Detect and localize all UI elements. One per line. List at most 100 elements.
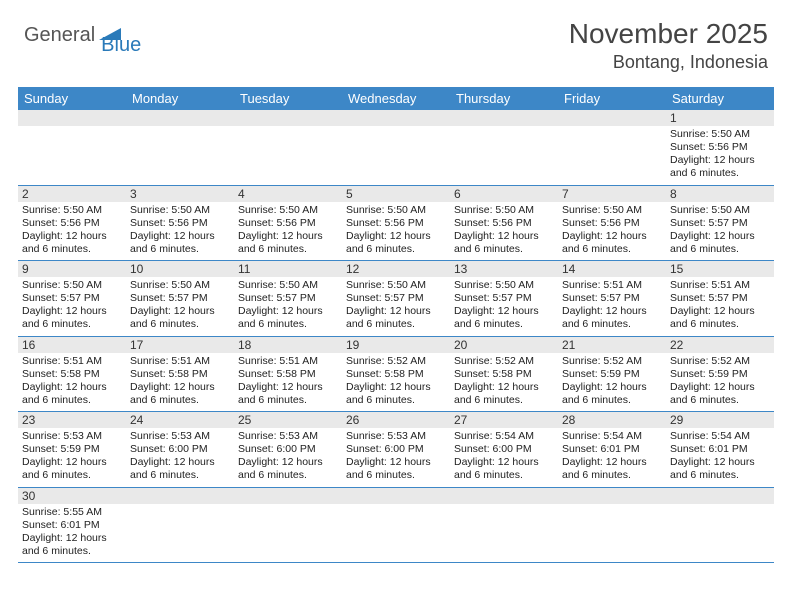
- day-cell: 27Sunrise: 5:54 AMSunset: 6:00 PMDayligh…: [450, 412, 558, 487]
- day-cell: 30 Sunrise: 5:55 AMSunset: 6:01 PMDayligh…: [18, 488, 126, 563]
- day-details: Sunrise: 5:50 AMSunset: 5:56 PMDaylight:…: [22, 204, 122, 257]
- empty-cell: [234, 110, 342, 185]
- day-details: Sunrise: 5:50 AMSunset: 5:57 PMDaylight:…: [22, 279, 122, 332]
- day-details: Sunrise: 5:50 AMSunset: 5:57 PMDaylight:…: [346, 279, 446, 332]
- day-details: Sunrise: 5:52 AMSunset: 5:58 PMDaylight:…: [454, 355, 554, 408]
- day-details: Sunrise: 5:51 AMSunset: 5:57 PMDaylight:…: [562, 279, 662, 332]
- day-cell: 6Sunrise: 5:50 AMSunset: 5:56 PMDaylight…: [450, 186, 558, 261]
- day-header: Saturday: [666, 87, 774, 110]
- day-cell: 18Sunrise: 5:51 AMSunset: 5:58 PMDayligh…: [234, 337, 342, 412]
- daynum: 7: [558, 186, 666, 202]
- logo-text-blue: Blue: [101, 34, 141, 57]
- empty-cell: [126, 110, 234, 185]
- empty-cell: [126, 488, 234, 563]
- daynum: 15: [666, 261, 774, 277]
- day-cell: 29Sunrise: 5:54 AMSunset: 6:01 PMDayligh…: [666, 412, 774, 487]
- daynum: 3: [126, 186, 234, 202]
- day-details: Sunrise: 5:50 AMSunset: 5:56 PMDaylight:…: [346, 204, 446, 257]
- month-title: November 2025: [569, 18, 768, 50]
- title-block: November 2025 Bontang, Indonesia: [569, 18, 768, 73]
- day-details: Sunrise: 5:55 AMSunset: 6:01 PMDaylight:…: [22, 506, 122, 559]
- daynum-bar-empty: [342, 488, 450, 504]
- week-row: 16Sunrise: 5:51 AMSunset: 5:58 PMDayligh…: [18, 337, 774, 413]
- day-cell: 12 Sunrise: 5:50 AMSunset: 5:57 PMDayligh…: [342, 261, 450, 336]
- daynum-bar-empty: [234, 488, 342, 504]
- day-details: Sunrise: 5:52 AMSunset: 5:59 PMDaylight:…: [562, 355, 662, 408]
- daynum: 14: [558, 261, 666, 277]
- day-details: Sunrise: 5:53 AMSunset: 6:00 PMDaylight:…: [238, 430, 338, 483]
- day-details: Sunrise: 5:50 AMSunset: 5:57 PMDaylight:…: [238, 279, 338, 332]
- daynum-bar-empty: [450, 488, 558, 504]
- day-cell: 22 Sunrise: 5:52 AMSunset: 5:59 PMDayligh…: [666, 337, 774, 412]
- week-row: 23Sunrise: 5:53 AMSunset: 5:59 PMDayligh…: [18, 412, 774, 488]
- day-header: Friday: [558, 87, 666, 110]
- day-cell: 2Sunrise: 5:50 AMSunset: 5:56 PMDaylight…: [18, 186, 126, 261]
- daynum: 18: [234, 337, 342, 353]
- week-row: 1Sunrise: 5:50 AMSunset: 5:56 PMDaylight…: [18, 110, 774, 186]
- empty-cell: [558, 488, 666, 563]
- day-header: Thursday: [450, 87, 558, 110]
- day-headers-row: SundayMondayTuesdayWednesdayThursdayFrid…: [18, 87, 774, 110]
- day-cell: 24 Sunrise: 5:53 AMSunset: 6:00 PMDayligh…: [126, 412, 234, 487]
- daynum: 11: [234, 261, 342, 277]
- week-row: 9Sunrise: 5:50 AMSunset: 5:57 PMDaylight…: [18, 261, 774, 337]
- daynum: 22: [666, 337, 774, 353]
- daynum: 20: [450, 337, 558, 353]
- day-cell: 4Sunrise: 5:50 AMSunset: 5:56 PMDaylight…: [234, 186, 342, 261]
- daynum: 24: [126, 412, 234, 428]
- day-details: Sunrise: 5:54 AMSunset: 6:01 PMDaylight:…: [562, 430, 662, 483]
- day-cell: 9 Sunrise: 5:50 AMSunset: 5:57 PMDaylight…: [18, 261, 126, 336]
- daynum: 10: [126, 261, 234, 277]
- day-details: Sunrise: 5:50 AMSunset: 5:56 PMDaylight:…: [670, 128, 770, 181]
- week-row: 2Sunrise: 5:50 AMSunset: 5:56 PMDaylight…: [18, 186, 774, 262]
- daynum: 27: [450, 412, 558, 428]
- location: Bontang, Indonesia: [569, 52, 768, 73]
- day-cell: 7 Sunrise: 5:50 AMSunset: 5:56 PMDaylight…: [558, 186, 666, 261]
- daynum: 26: [342, 412, 450, 428]
- day-cell: 20 Sunrise: 5:52 AMSunset: 5:58 PMDayligh…: [450, 337, 558, 412]
- day-cell: 28 Sunrise: 5:54 AMSunset: 6:01 PMDayligh…: [558, 412, 666, 487]
- day-details: Sunrise: 5:53 AMSunset: 5:59 PMDaylight:…: [22, 430, 122, 483]
- day-header: Wednesday: [342, 87, 450, 110]
- daynum-bar-empty: [666, 488, 774, 504]
- day-details: Sunrise: 5:50 AMSunset: 5:56 PMDaylight:…: [562, 204, 662, 257]
- daynum-bar-empty: [126, 110, 234, 126]
- daynum: 21: [558, 337, 666, 353]
- day-cell: 8 Sunrise: 5:50 AMSunset: 5:57 PMDaylight…: [666, 186, 774, 261]
- daynum: 17: [126, 337, 234, 353]
- day-details: Sunrise: 5:54 AMSunset: 6:01 PMDaylight:…: [670, 430, 770, 483]
- daynum: 12: [342, 261, 450, 277]
- day-header: Monday: [126, 87, 234, 110]
- daynum: 8: [666, 186, 774, 202]
- daynum: 28: [558, 412, 666, 428]
- day-cell: 17 Sunrise: 5:51 AMSunset: 5:58 PMDayligh…: [126, 337, 234, 412]
- day-cell: 3 Sunrise: 5:50 AMSunset: 5:56 PMDaylight…: [126, 186, 234, 261]
- empty-cell: [666, 488, 774, 563]
- day-cell: 23Sunrise: 5:53 AMSunset: 5:59 PMDayligh…: [18, 412, 126, 487]
- day-details: Sunrise: 5:52 AMSunset: 5:59 PMDaylight:…: [670, 355, 770, 408]
- day-details: Sunrise: 5:53 AMSunset: 6:00 PMDaylight:…: [130, 430, 230, 483]
- day-cell: 11 Sunrise: 5:50 AMSunset: 5:57 PMDayligh…: [234, 261, 342, 336]
- day-details: Sunrise: 5:51 AMSunset: 5:58 PMDaylight:…: [130, 355, 230, 408]
- day-details: Sunrise: 5:50 AMSunset: 5:56 PMDaylight:…: [130, 204, 230, 257]
- empty-cell: [342, 110, 450, 185]
- empty-cell: [558, 110, 666, 185]
- day-details: Sunrise: 5:50 AMSunset: 5:56 PMDaylight:…: [238, 204, 338, 257]
- daynum: 16: [18, 337, 126, 353]
- daynum: 30: [18, 488, 126, 504]
- day-header: Tuesday: [234, 87, 342, 110]
- day-cell: 25Sunrise: 5:53 AMSunset: 6:00 PMDayligh…: [234, 412, 342, 487]
- daynum-bar-empty: [18, 110, 126, 126]
- logo: General Blue: [24, 24, 161, 47]
- day-details: Sunrise: 5:50 AMSunset: 5:57 PMDaylight:…: [670, 204, 770, 257]
- day-cell: 26Sunrise: 5:53 AMSunset: 6:00 PMDayligh…: [342, 412, 450, 487]
- empty-cell: [18, 110, 126, 185]
- day-cell: 1Sunrise: 5:50 AMSunset: 5:56 PMDaylight…: [666, 110, 774, 185]
- daynum: 9: [18, 261, 126, 277]
- day-details: Sunrise: 5:51 AMSunset: 5:57 PMDaylight:…: [670, 279, 770, 332]
- day-header: Sunday: [18, 87, 126, 110]
- daynum: 13: [450, 261, 558, 277]
- daynum-bar-empty: [342, 110, 450, 126]
- day-details: Sunrise: 5:50 AMSunset: 5:57 PMDaylight:…: [130, 279, 230, 332]
- empty-cell: [234, 488, 342, 563]
